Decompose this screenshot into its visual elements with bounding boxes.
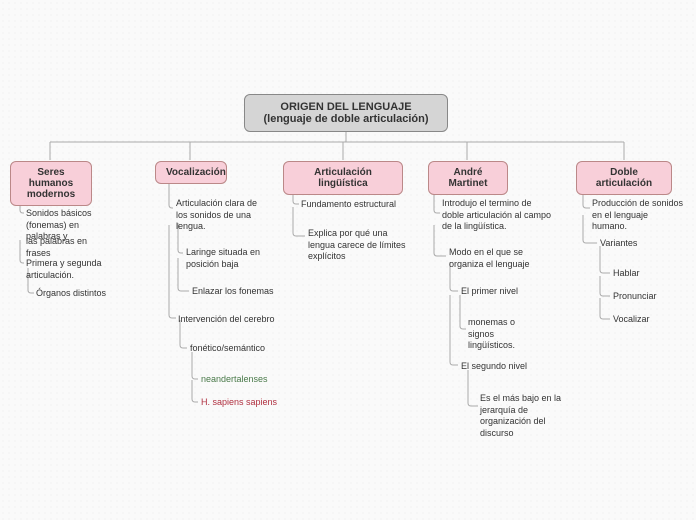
note-s3: Órganos distintos xyxy=(36,288,126,300)
note-d1: Producción de sonidos en el lenguaje hum… xyxy=(592,198,684,233)
note-m5: El segundo nivel xyxy=(461,361,541,373)
note-m4: monemas o signos lingüísticos. xyxy=(468,317,538,352)
branch-seres: Seres humanos modernos xyxy=(10,161,92,206)
note-s2: Primera y segunda articulación. xyxy=(26,258,136,281)
branch-andre: André Martinet xyxy=(428,161,508,195)
note-v5: fonético/semántico xyxy=(190,343,280,355)
note-m6: Es el más bajo en la jerarquía de organi… xyxy=(480,393,564,440)
branch-vocalizacion: Vocalización xyxy=(155,161,227,184)
branch-articulacion: Articulación lingüística xyxy=(283,161,403,195)
note-v1: Articulación clara de los sonidos de una… xyxy=(176,198,262,233)
note-v2: Laringe situada en posición baja xyxy=(186,247,262,270)
root-line2: (lenguaje de doble articulación) xyxy=(259,113,433,125)
note-d3: Hablar xyxy=(613,268,663,280)
note-v3: Enlazar los fonemas xyxy=(192,286,278,298)
note-d2: Variantes xyxy=(600,238,660,250)
note-s1b: las palabras en frases xyxy=(26,236,114,259)
branch-doble: Doble articulación xyxy=(576,161,672,195)
note-v4: Intervención del cerebro xyxy=(178,314,278,326)
note-a2: Explica por qué una lengua carece de lím… xyxy=(308,228,414,263)
note-d5: Vocalizar xyxy=(613,314,663,326)
note-d4: Pronunciar xyxy=(613,291,673,303)
note-m1: Introdujo el termino de doble articulaci… xyxy=(442,198,552,233)
note-m3: El primer nivel xyxy=(461,286,541,298)
note-v7: H. sapiens sapiens xyxy=(201,397,291,409)
root-line1: ORIGEN DEL LENGUAJE xyxy=(259,101,433,113)
note-m2: Modo en el que se organiza el lenguaje xyxy=(449,247,539,270)
root-node: ORIGEN DEL LENGUAJE (lenguaje de doble a… xyxy=(244,94,448,132)
note-v6: neandertalenses xyxy=(201,374,281,386)
note-a1: Fundamento estructural xyxy=(301,199,401,211)
